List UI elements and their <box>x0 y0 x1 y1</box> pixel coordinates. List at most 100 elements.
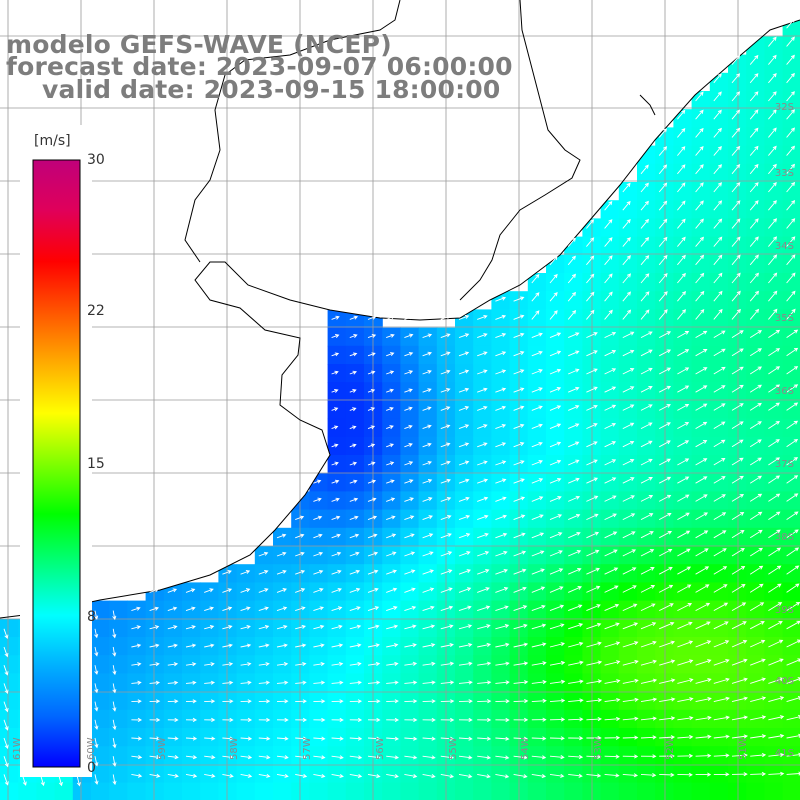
field-cell <box>746 455 765 474</box>
wind-arrow <box>367 533 378 539</box>
wind-arrow <box>658 458 671 466</box>
wind-arrow <box>495 532 508 539</box>
field-cell <box>109 764 128 784</box>
field-cell <box>564 618 583 638</box>
wind-arrow <box>458 642 473 648</box>
field-cell <box>637 764 656 784</box>
wind-arrow <box>749 384 762 393</box>
wind-arrow <box>695 640 712 648</box>
field-cell <box>327 564 347 583</box>
wind-arrow <box>713 696 730 703</box>
field-cell <box>673 637 693 656</box>
field-cell <box>618 291 638 310</box>
wind-arrow <box>695 494 708 502</box>
wind-arrow <box>677 367 690 375</box>
field-cell <box>782 54 800 74</box>
field-cell <box>673 473 693 492</box>
field-cell <box>637 254 656 274</box>
wind-arrow <box>386 680 399 685</box>
wind-arrow <box>295 624 306 630</box>
wind-arrow <box>786 658 800 666</box>
wind-arrow <box>640 549 655 557</box>
wind-arrow <box>422 755 436 760</box>
field-cell <box>600 509 620 529</box>
field-cell <box>273 564 292 583</box>
wind-arrow <box>731 584 746 593</box>
land-area <box>0 0 800 618</box>
wind-arrow <box>586 549 600 557</box>
field-cell <box>728 418 747 438</box>
field-cell <box>691 182 711 201</box>
wind-arrow <box>458 661 473 666</box>
wind-arrow <box>622 459 635 466</box>
field-cell <box>782 473 800 492</box>
wind-arrow <box>349 699 363 704</box>
wind-arrow <box>513 296 525 302</box>
wind-arrow <box>513 586 527 593</box>
wind-arrow <box>513 332 525 339</box>
wind-arrow <box>640 237 650 247</box>
wind-arrow <box>786 36 795 47</box>
wind-arrow <box>131 773 143 778</box>
field-cell <box>382 764 401 784</box>
wind-arrow <box>786 127 796 138</box>
field-cell <box>527 564 547 583</box>
wind-arrow <box>94 701 99 712</box>
field-cell <box>746 254 765 274</box>
wind-arrow <box>586 404 598 411</box>
field-cell <box>782 182 800 201</box>
wind-arrow <box>531 273 540 284</box>
wind-arrow <box>477 532 489 539</box>
field-cell <box>746 400 765 420</box>
wind-arrow <box>386 370 395 375</box>
field-cell <box>455 345 474 365</box>
wind-arrow <box>549 459 562 466</box>
wind-arrow <box>713 640 730 648</box>
field-cell <box>91 782 110 800</box>
field-cell <box>709 364 729 383</box>
field-cell <box>309 746 329 765</box>
field-cell <box>728 309 747 329</box>
wind-arrow <box>386 587 398 593</box>
field-cell <box>0 655 19 674</box>
field-cell <box>0 728 19 747</box>
wind-arrow <box>750 658 766 666</box>
wind-arrow <box>604 404 617 411</box>
field-cell <box>418 564 438 583</box>
wind-arrow <box>240 643 252 648</box>
wind-arrow <box>422 624 436 630</box>
field-cell <box>709 145 729 165</box>
wind-arrow <box>713 584 728 593</box>
wind-arrow <box>112 683 117 694</box>
wind-arrow <box>786 199 796 211</box>
wind-arrow <box>768 658 784 666</box>
field-cell <box>709 455 729 474</box>
wind-arrow <box>531 460 543 466</box>
wind-arrow <box>677 494 690 502</box>
field-cell <box>709 200 729 219</box>
wind-arrow <box>695 512 709 520</box>
field-cell <box>127 600 147 620</box>
field-cell <box>546 364 565 383</box>
wind-arrow <box>731 290 741 302</box>
field-cell <box>728 127 747 147</box>
field-cell <box>127 637 147 656</box>
wind-arrow <box>440 736 455 741</box>
wind-arrow <box>240 736 253 741</box>
wind-arrow <box>549 387 562 393</box>
wind-arrow <box>622 386 635 393</box>
field-cell <box>691 691 711 711</box>
wind-arrow <box>659 621 675 630</box>
wind-arrow <box>386 717 400 722</box>
wind-arrow <box>768 290 778 302</box>
field-cell <box>455 582 474 602</box>
field-cell <box>327 746 347 765</box>
wind-arrow <box>313 551 324 557</box>
wind-arrow <box>349 334 358 339</box>
wind-arrow <box>604 603 620 612</box>
field-cell <box>637 673 656 693</box>
field-cell <box>455 564 474 583</box>
field-cell <box>673 527 693 547</box>
field-cell <box>400 527 420 547</box>
field-cell <box>746 54 765 74</box>
